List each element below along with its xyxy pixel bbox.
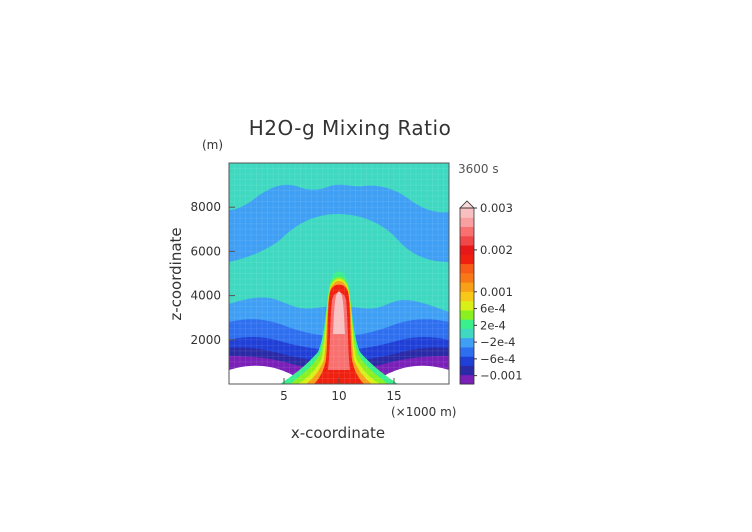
colorbar-frame [459, 207, 475, 385]
colorbar-label: −6e-4 [480, 352, 516, 366]
y-tick-label: 2000 [190, 333, 221, 347]
colorbar-swatch [460, 245, 474, 255]
grid-lines [229, 163, 449, 384]
plot-area [229, 163, 449, 384]
colorbar-swatch [460, 328, 474, 339]
y-ticks: 2000 4000 6000 8000 [190, 200, 235, 347]
colorbar-label: 2e-4 [480, 318, 506, 332]
y-tick-label: 8000 [190, 200, 221, 214]
colorbar-swatch [460, 217, 474, 228]
field-band-white-right [378, 365, 449, 384]
colorbar-swatch [460, 374, 474, 385]
colorbar-swatch [460, 319, 474, 329]
x-tick-label: 10 [331, 389, 346, 403]
y-tick-label: 6000 [190, 244, 221, 258]
colorbar-swatch [460, 337, 474, 348]
plume-core [333, 291, 345, 334]
colorbar-swatch [460, 365, 474, 376]
colorbar-label: 0.002 [480, 243, 513, 257]
y-tick-label: 4000 [190, 289, 221, 303]
colorbar-swatch [460, 226, 474, 237]
colorbar-label: −2e-4 [480, 335, 516, 349]
colorbar-label: 0.001 [480, 285, 513, 299]
colorbar-swatch [460, 263, 474, 274]
chart-title: H2O-g Mixing Ratio [248, 116, 452, 140]
colorbar-swatch [460, 282, 474, 292]
colorbar-swatch [460, 254, 474, 265]
field-band-teal-top [229, 163, 449, 213]
colorbar-label: 0.003 [480, 201, 513, 215]
colorbar-swatch [460, 309, 474, 320]
x-tick-label: 5 [280, 389, 288, 403]
y-unit-label: (m) [202, 138, 224, 152]
time-label: 3600 s [458, 162, 499, 176]
colorbar: 0.003 0.002 0.001 6e-4 2e-4 −2e-4 −6e-4 −0.001 [459, 200, 523, 385]
colorbar-swatch [460, 291, 474, 302]
field-band-white-left [229, 365, 300, 384]
x-tick-label: 15 [386, 389, 401, 403]
colorbar-swatch [460, 272, 474, 283]
colorbar-swatch [460, 300, 474, 311]
x-axis-label: x-coordinate [290, 424, 386, 442]
colorbar-label: −0.001 [480, 369, 523, 383]
colorbar-swatch [460, 208, 474, 218]
x-unit-label: (×1000 m) [391, 405, 457, 419]
colorbar-label: 6e-4 [480, 302, 506, 316]
field-band-teal-middle [229, 214, 449, 312]
colorbar-cap [459, 200, 475, 209]
colorbar-swatch [460, 346, 474, 357]
x-ticks: 5 10 15 [280, 378, 402, 403]
colorbar-swatch [460, 235, 474, 246]
colorbar-swatch [460, 356, 474, 366]
